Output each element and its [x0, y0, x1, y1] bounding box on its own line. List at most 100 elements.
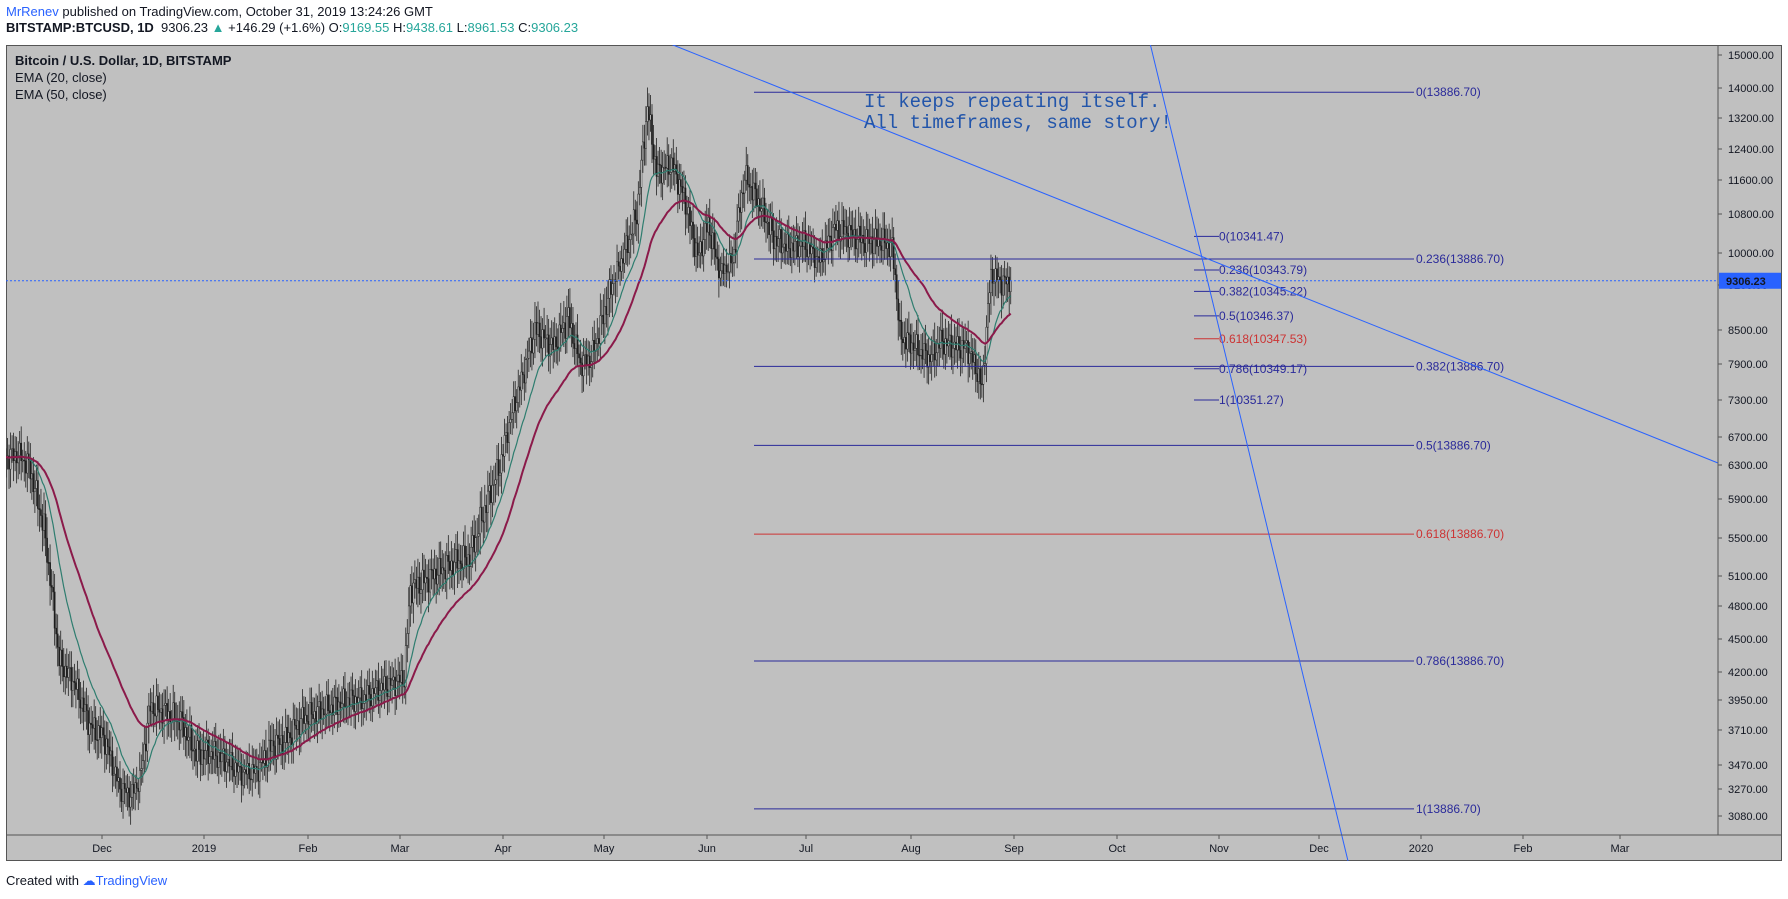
candle-body	[97, 725, 100, 741]
candle-body	[958, 336, 960, 351]
candle-body	[240, 766, 243, 786]
candle-body	[186, 727, 188, 741]
candle-body	[385, 676, 387, 690]
candle-body	[880, 245, 883, 251]
candle-body	[511, 412, 514, 420]
close-value: 9306.23	[531, 20, 579, 35]
candle-body	[917, 334, 919, 356]
fib-long-label: 0.236(13886.70)	[1416, 252, 1504, 266]
candle-body	[801, 241, 804, 247]
candle-body	[347, 697, 349, 707]
candle-body	[678, 179, 681, 195]
candle-body	[725, 264, 728, 273]
candle-body	[751, 186, 754, 201]
candle-body	[836, 220, 839, 231]
tradingview-logo-icon[interactable]: ☁	[82, 873, 96, 888]
candle-body	[512, 396, 515, 414]
candle-body	[635, 219, 638, 225]
candle-body	[987, 303, 989, 328]
candle-body	[331, 704, 334, 716]
candle-body	[447, 555, 450, 562]
candle-body	[873, 238, 875, 254]
fib-short-label: 0(10341.47)	[1219, 229, 1284, 243]
candle-body	[844, 226, 846, 235]
candle-body	[382, 682, 384, 691]
candle-body	[701, 241, 704, 257]
candle-body	[728, 253, 731, 273]
symbol-name: BITSTAMP:BTCUSD, 1D	[6, 20, 154, 35]
candle-body	[658, 163, 661, 166]
candle-body	[280, 735, 282, 745]
candle-body	[439, 558, 442, 575]
candle-body	[892, 237, 895, 269]
candle-body	[885, 242, 887, 249]
candle-body	[26, 453, 29, 474]
candle-body	[660, 164, 662, 184]
candle-body	[470, 546, 472, 567]
candle-body	[921, 349, 924, 360]
legend-title: Bitcoin / U.S. Dollar, 1D, BITSTAMP	[15, 53, 232, 68]
candle-body	[65, 665, 68, 678]
candle-body	[543, 329, 545, 339]
candle-body	[318, 701, 320, 708]
candle-body	[784, 243, 787, 252]
candle-body	[11, 448, 13, 450]
candle-body	[540, 336, 542, 349]
candle-body	[553, 336, 556, 351]
candle-body	[62, 666, 65, 678]
author-link[interactable]: MrRenev	[6, 4, 59, 19]
candle-body	[426, 576, 428, 579]
candle-body	[532, 339, 535, 354]
x-tick-label: May	[594, 843, 615, 855]
candle-body	[140, 768, 143, 771]
candle-body	[667, 155, 670, 175]
candle-body	[832, 227, 834, 251]
candle-body	[210, 751, 213, 757]
candle-body	[923, 343, 925, 360]
candle-body	[313, 711, 316, 720]
candle-body	[389, 677, 392, 686]
candle-body	[634, 209, 637, 221]
candle-body	[797, 235, 799, 258]
price-chart[interactable]: 0(13886.70) 0.236(13886.70) 0.382(13886.70…	[6, 45, 1782, 861]
candle-body	[526, 358, 529, 360]
candle-body	[906, 332, 909, 350]
candle-body	[672, 157, 675, 172]
candle-body	[366, 685, 369, 702]
candle-body	[718, 258, 720, 279]
legend-ema50[interactable]: EMA (50, close)	[15, 87, 107, 102]
candle-body	[909, 334, 912, 354]
candle-body	[143, 743, 146, 761]
candle-body	[230, 752, 232, 767]
candle-body	[295, 725, 298, 730]
candle-body	[94, 717, 97, 740]
candle-body	[841, 220, 843, 237]
candle-body	[44, 513, 47, 539]
candle-body	[268, 739, 270, 761]
candle-body	[714, 248, 717, 258]
candle-body	[461, 563, 463, 569]
candle-body	[59, 649, 62, 667]
candle-body	[189, 725, 191, 738]
tradingview-brand[interactable]: TradingView	[95, 873, 168, 888]
candle-body	[275, 734, 278, 760]
candle-body	[608, 279, 611, 299]
candle-body	[819, 248, 822, 263]
candle-body	[224, 748, 226, 772]
candle-body	[787, 233, 790, 249]
candle-body	[807, 242, 810, 258]
candle-body	[857, 225, 860, 240]
candle-body	[904, 337, 907, 350]
candle-body	[926, 350, 928, 368]
candle-body	[213, 741, 216, 760]
y-tick-label: 3270.00	[1728, 784, 1768, 796]
candle-body	[772, 230, 775, 250]
y-tick-label: 3710.00	[1728, 725, 1768, 737]
candle-body	[292, 719, 295, 745]
candle-body	[148, 705, 150, 724]
candle-body	[34, 488, 36, 493]
candle-body	[705, 223, 708, 233]
candle-body	[23, 459, 26, 462]
x-tick-label: Mar	[391, 843, 410, 855]
legend-ema20[interactable]: EMA (20, close)	[15, 70, 107, 85]
